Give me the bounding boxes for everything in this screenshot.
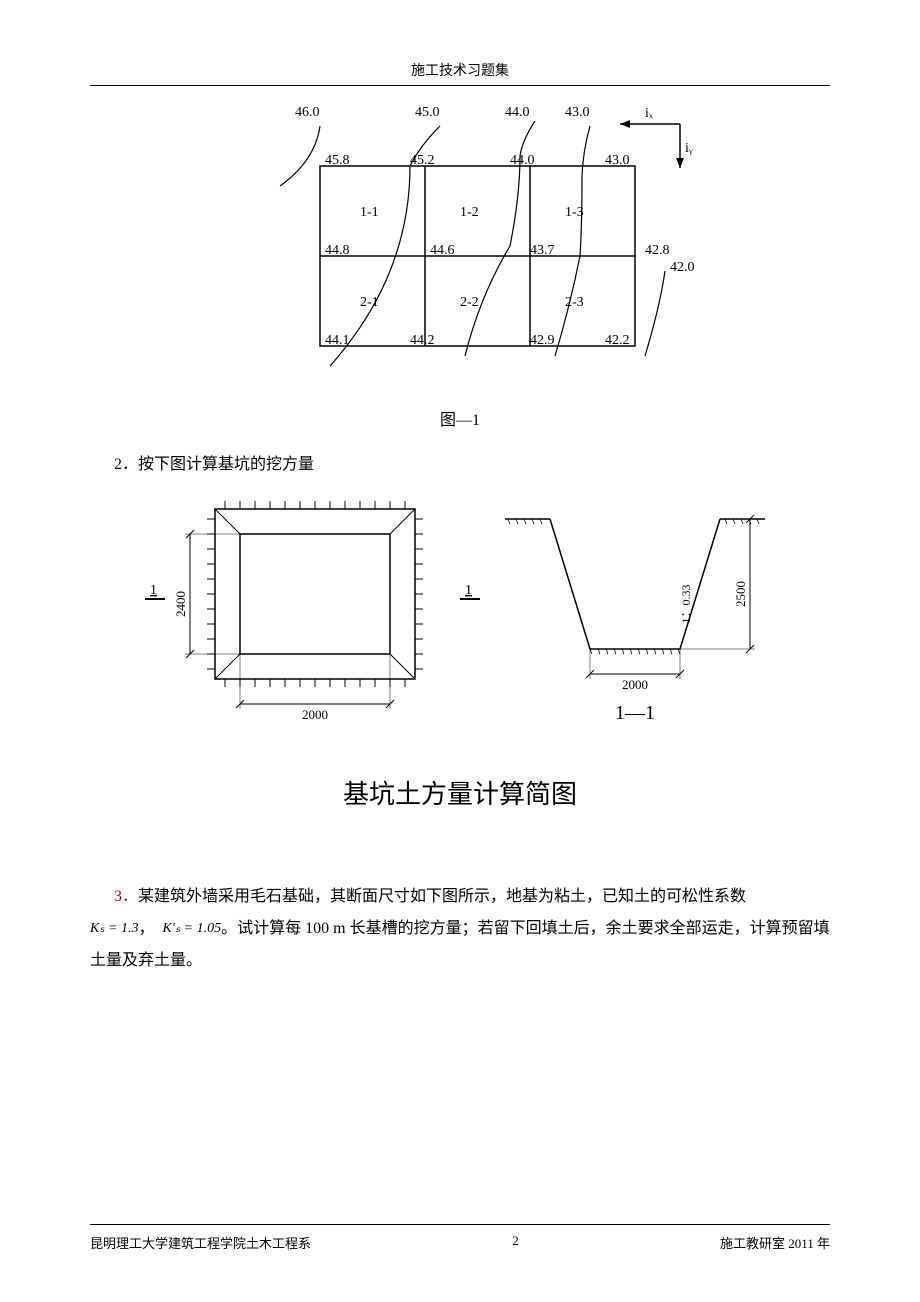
plan-view: 2400 2000 1 (145, 501, 423, 722)
comma1: ， (139, 920, 147, 937)
section-width-dim: 2000 (586, 649, 684, 692)
slope-label: 1：0.33 (679, 584, 693, 623)
svg-text:1-1: 1-1 (360, 205, 379, 220)
contour-43 (555, 126, 590, 356)
svg-text:42.8: 42.8 (645, 243, 670, 258)
svg-text:44.2: 44.2 (410, 333, 435, 348)
problem3-number: 3． (114, 888, 138, 905)
section-label: 1—1 (615, 702, 655, 724)
svg-text:2-2: 2-2 (460, 295, 479, 310)
svg-text:1-2: 1-2 (460, 205, 479, 220)
plan-width-dim: 2000 (236, 654, 394, 722)
problem2-text: 2．按下图计算基坑的挖方量 (90, 450, 830, 474)
svg-text:43.0: 43.0 (565, 105, 590, 120)
section-mark-left: 1 (145, 583, 165, 599)
svg-text:44.0: 44.0 (505, 105, 530, 120)
header-title: 施工技术习题集 (411, 64, 509, 79)
contour-42 (645, 271, 665, 356)
section-mark-2: 1 (465, 583, 472, 598)
section-depth-value: 2500 (733, 581, 748, 607)
svg-text:44.8: 44.8 (325, 243, 350, 258)
section-view: 1：0.33 2500 2000 (460, 515, 765, 724)
page-header: 施工技术习题集 (90, 0, 830, 86)
figure1-caption: 图—1 (90, 406, 830, 430)
svg-text:45.0: 45.0 (415, 105, 440, 120)
svg-text:44.6: 44.6 (430, 243, 455, 258)
section-depth-dim: 2500 (680, 515, 755, 653)
elevation-values: 45.8 45.2 44.0 43.0 44.8 44.6 43.7 42.8 … (325, 153, 670, 348)
contour-46 (280, 126, 320, 186)
svg-text:42.0: 42.0 (670, 260, 695, 275)
iy-label: iᵧ (685, 141, 693, 156)
svg-text:45.2: 45.2 (410, 153, 435, 168)
svg-text:2-1: 2-1 (360, 295, 379, 310)
plan-height-dim: 2400 (173, 530, 240, 658)
ks-formula: Kₛ = 1.3 (90, 915, 139, 943)
iy-arrow: iᵧ (676, 124, 693, 168)
figure-1: iₓ iᵧ (210, 96, 710, 396)
ix-arrow: iₓ (620, 106, 680, 128)
svg-text:2-3: 2-3 (565, 295, 584, 310)
svg-text:42.2: 42.2 (605, 333, 630, 348)
page-footer: 昆明理工大学建筑工程学院土木工程系 2 施工教研室 2011 年 (90, 1224, 830, 1252)
ix-label: iₓ (645, 106, 654, 121)
svg-text:43.7: 43.7 (530, 243, 555, 258)
section-width-value: 2000 (622, 677, 648, 692)
svg-text:42.9: 42.9 (530, 333, 555, 348)
ksp-formula: K′ₛ = 1.05 (163, 915, 222, 943)
footer-left: 昆明理工大学建筑工程学院土木工程系 (90, 1233, 311, 1252)
figure2-caption: 基坑土方量计算简图 (90, 774, 830, 811)
problem3-text-a: 某建筑外墙采用毛石基础，其断面尺寸如下图所示，地基为粘土，已知土的可松性系数 (138, 888, 746, 905)
figure-2: 2400 2000 1 (140, 494, 780, 724)
svg-text:44.0: 44.0 (510, 153, 535, 168)
plan-width-value: 2000 (302, 707, 328, 722)
plan-height-value: 2400 (173, 591, 188, 617)
section-mark-1: 1 (150, 583, 157, 598)
svg-text:1-3: 1-3 (565, 205, 584, 220)
footer-right: 施工教研室 2011 年 (720, 1233, 830, 1252)
problem3: 3．某建筑外墙采用毛石基础，其断面尺寸如下图所示，地基为粘土，已知土的可松性系数… (90, 881, 830, 977)
svg-text:46.0: 46.0 (295, 105, 320, 120)
section-mark-right: 1 (460, 583, 480, 599)
svg-text:44.1: 44.1 (325, 333, 350, 348)
grid (320, 166, 635, 346)
svg-text:43.0: 43.0 (605, 153, 630, 168)
footer-page-number: 2 (512, 1233, 519, 1252)
svg-text:45.8: 45.8 (325, 153, 350, 168)
